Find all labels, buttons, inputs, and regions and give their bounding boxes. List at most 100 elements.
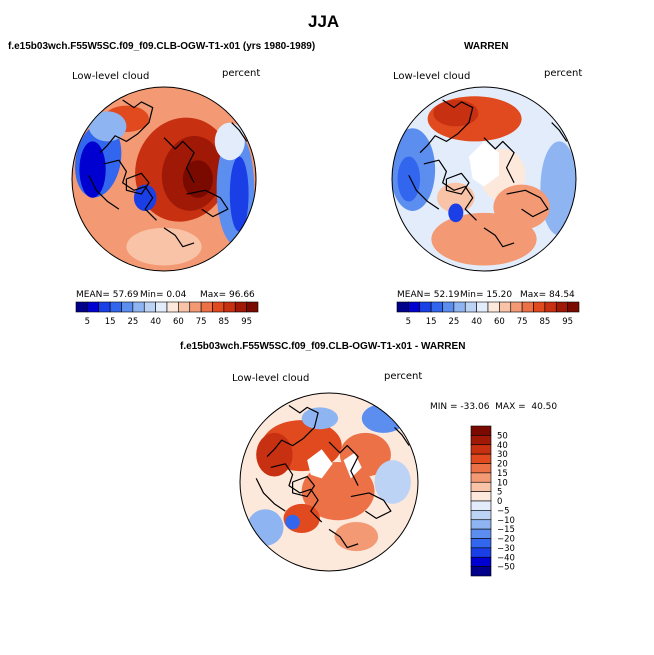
panel1-max: Max= 96.66	[200, 290, 255, 300]
panel2-min: Min= 15.20	[460, 290, 513, 300]
panel3-colorbar-box	[470, 472, 492, 483]
panel2-field-region	[433, 100, 479, 127]
panel3-field-region	[361, 403, 406, 433]
panel2-colorbar-box	[567, 301, 580, 313]
panel3-coastline	[270, 463, 323, 523]
panel1-title: f.e15b03wch.F55W5SC.f09_f09.CLB-OGW-T1-x…	[8, 41, 316, 52]
panel3-colorbar-box	[470, 556, 492, 567]
panel3-colorbar-box	[470, 500, 492, 511]
panel1-field-region	[133, 184, 157, 211]
panel3-title: f.e15b03wch.F55W5SC.f09_f09.CLB-OGW-T1-x…	[180, 341, 466, 352]
panel3-right-label: percent	[384, 371, 423, 382]
panel3-colorbar-tick-label: 10	[497, 478, 508, 488]
panel1-colorbar-box	[178, 301, 191, 313]
panel1-colorbar-box	[109, 301, 122, 313]
panel3-field-region	[374, 460, 411, 504]
panel3-colorbar-box	[470, 463, 492, 474]
panel2-colorbar-tick-label: 25	[448, 317, 459, 327]
panel2-map-border	[391, 86, 577, 272]
panel2-colorbar-box	[544, 301, 557, 313]
panel3-colorbar-tick-label: −15	[497, 525, 515, 535]
panel3-colorbar-box	[470, 566, 492, 577]
panel2-colorbar-box	[476, 301, 489, 313]
panel2-map	[391, 86, 577, 272]
panel1-field-region	[88, 111, 127, 142]
panel3-colorbar-tick-label: 40	[497, 441, 508, 451]
panel3-coastline	[328, 528, 359, 549]
panel1-colorbar-box	[155, 301, 168, 313]
panel2-colorbar-tick-label: 75	[517, 317, 528, 327]
panel2-mean: MEAN= 52.19	[397, 290, 460, 300]
panel2-colorbar-box	[487, 301, 500, 313]
panel1-colorbar-box	[143, 301, 156, 313]
panel2-coastline	[445, 172, 470, 195]
panel2-field-region	[448, 203, 464, 223]
panel2-colorbar-box	[499, 301, 512, 313]
panel3-colorbar-tick-label: 0	[497, 497, 502, 507]
panel3-field-region	[301, 407, 339, 430]
panel3-colorbar-tick-label: −40	[497, 553, 515, 563]
panel3-colorbar-tick-label: 30	[497, 450, 508, 460]
panel2-colorbar: 5 15 25 40 60 75 85 95	[396, 301, 580, 327]
panel1-colorbar-tick-label: 75	[196, 317, 207, 327]
panel3-missing-data	[307, 449, 333, 479]
panel2-colorbar-box	[396, 301, 409, 313]
panel1-coastline	[231, 122, 248, 142]
panel2-colorbar-box	[555, 301, 568, 313]
panel1-field-region	[214, 122, 245, 161]
panel2-colorbar-tick-label: 95	[562, 317, 573, 327]
panel1-coastline	[186, 189, 229, 218]
panel1-field-region	[229, 156, 249, 232]
panel1-coastline	[88, 174, 120, 210]
panel3-coastline	[394, 426, 410, 446]
panel2-title: WARREN	[464, 41, 509, 52]
panel1-colorbar: 5 15 25 40 60 75 85 95	[75, 301, 259, 327]
panel2-right-label: percent	[544, 68, 583, 79]
panel1-coastline	[99, 99, 154, 154]
panel3-field-region	[256, 432, 293, 477]
panel2-field-region	[397, 156, 421, 202]
panel3-colorbar-tick-label: −20	[497, 535, 515, 545]
panel2-colorbar-tick-label: 15	[426, 317, 437, 327]
panel2-colorbar-box	[453, 301, 466, 313]
panel3-field-region	[285, 514, 300, 530]
panel3-colorbar-box	[470, 435, 492, 446]
panel1-colorbar-box	[189, 301, 202, 313]
panel3-colorbar-box	[470, 481, 492, 492]
panel3-colorbar-tick-label: −50	[497, 563, 515, 573]
panel1-colorbar-box	[212, 301, 225, 313]
panel3-field-region	[334, 522, 379, 552]
panel2-colorbar-box	[430, 301, 443, 313]
panel1-field-region	[79, 141, 106, 198]
panel3-colorbar-box	[470, 538, 492, 549]
panel1-coastline	[163, 227, 195, 248]
panel2-colorbar-box	[419, 301, 432, 313]
panel3-colorbar-box	[470, 453, 492, 464]
panel1-colorbar-tick-label: 25	[127, 317, 138, 327]
panel1-map-border	[71, 86, 257, 272]
panel1-colorbar-box	[98, 301, 111, 313]
panel3-colorbar-box	[470, 528, 492, 539]
panel1-map	[71, 86, 257, 272]
panel3-colorbar-tick-label: 5	[497, 488, 502, 498]
panel2-left-label: Low-level cloud	[393, 71, 471, 82]
panel3-colorbar-tick-label: 50	[497, 431, 508, 441]
panel1-colorbar-box	[132, 301, 145, 313]
panel3-colorbar-tick-label: −5	[497, 506, 510, 516]
panel3-colorbar-box	[470, 519, 492, 530]
panel3-colorbar-tick-label: 15	[497, 469, 508, 479]
panel2-coastline	[551, 122, 568, 142]
panel1-field-region	[182, 160, 213, 198]
panel1-coastline	[103, 159, 157, 221]
panel1-coastline	[125, 172, 150, 195]
panel2-coastline	[419, 99, 474, 154]
panel1-colorbar-box	[234, 301, 247, 313]
panel1-colorbar-box	[223, 301, 236, 313]
panel2-field-region	[540, 141, 576, 236]
panel2-coastline	[408, 174, 440, 210]
panel2-colorbar-box	[464, 301, 477, 313]
panel2-colorbar-tick-label: 60	[494, 317, 505, 327]
panel3-map-border	[239, 392, 419, 572]
panel2-missing-data	[468, 141, 500, 187]
